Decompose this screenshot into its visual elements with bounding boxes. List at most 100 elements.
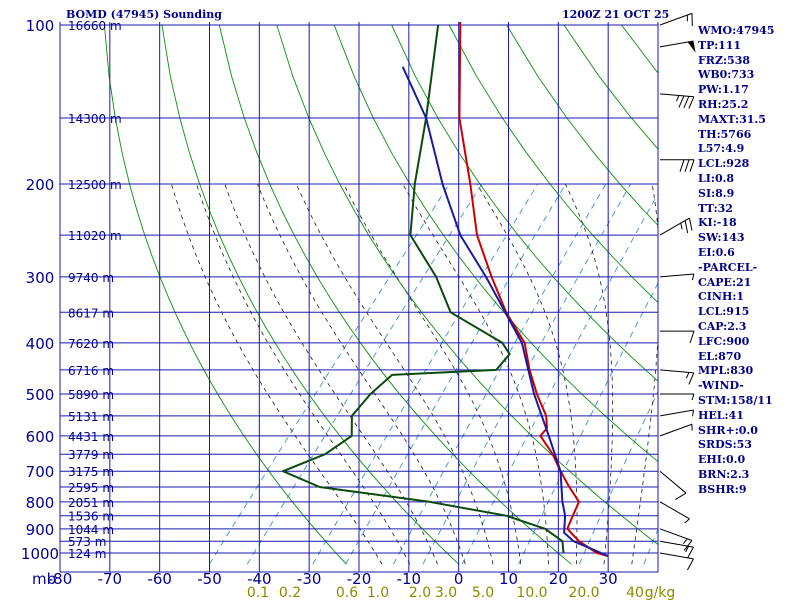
height-label: 124 m bbox=[68, 547, 106, 561]
x-tick-label: 30 bbox=[599, 570, 618, 588]
wind-barb bbox=[659, 540, 694, 559]
height-label: 2051 m bbox=[68, 496, 114, 510]
info-line: KI:-18 bbox=[698, 216, 737, 230]
info-line: LI:0.8 bbox=[698, 171, 735, 185]
height-label: 3779 m bbox=[68, 448, 114, 462]
moist-adiabat bbox=[476, 183, 578, 565]
wind-barb bbox=[660, 330, 695, 344]
x-tick-label: 20 bbox=[549, 570, 568, 588]
info-line: TT:32 bbox=[698, 201, 733, 215]
pressure-label: 400 bbox=[26, 335, 55, 353]
info-line: TH:5766 bbox=[698, 127, 752, 141]
mixing-ratio-line bbox=[518, 282, 658, 565]
info-line: WB0:733 bbox=[698, 68, 755, 82]
mixing-ratio-line bbox=[422, 183, 632, 565]
height-label: 12500 m bbox=[68, 178, 122, 192]
wind-barb bbox=[659, 273, 695, 281]
pressure-label: 800 bbox=[26, 494, 55, 512]
moist-adiabat bbox=[631, 183, 658, 565]
mixing-ratio-label: 10.0 bbox=[516, 585, 547, 600]
mixing-ratio-label: g/kg bbox=[645, 585, 676, 600]
dry-adiabat bbox=[391, 24, 658, 382]
pressure-label: 600 bbox=[26, 428, 55, 446]
pressure-label: 100 bbox=[26, 17, 55, 35]
moist-adiabat bbox=[257, 183, 466, 565]
series-parcel bbox=[401, 66, 609, 557]
wind-barb bbox=[659, 217, 693, 236]
moist-adiabat bbox=[343, 183, 522, 565]
mixing-ratio-label: 3.0 bbox=[435, 585, 457, 600]
mixing-ratio-line bbox=[393, 183, 607, 565]
info-line: -PARCEL- bbox=[698, 260, 758, 274]
info-line: LCL:928 bbox=[698, 157, 750, 171]
x-tick-label: -80 bbox=[48, 570, 73, 588]
dry-adiabat bbox=[161, 24, 460, 565]
height-label: 6716 m bbox=[68, 364, 114, 378]
info-line: PW:1.17 bbox=[698, 83, 749, 97]
height-label: 3175 m bbox=[68, 465, 114, 479]
info-line: BRN:2.3 bbox=[698, 467, 750, 481]
info-line: BSHR:9 bbox=[698, 482, 747, 496]
wind-barb bbox=[660, 393, 695, 401]
mixing-ratio-line bbox=[345, 183, 567, 565]
info-line: HEL:41 bbox=[698, 408, 744, 422]
wind-barb bbox=[659, 528, 693, 551]
info-line: EHI:0.0 bbox=[698, 453, 746, 467]
wind-barb bbox=[659, 409, 694, 417]
x-tick-label: -20 bbox=[347, 570, 372, 588]
y-axis-unit: mb bbox=[32, 570, 56, 588]
info-line: SW:143 bbox=[698, 231, 745, 245]
mixing-ratio-line bbox=[643, 528, 658, 565]
wind-barb bbox=[659, 501, 690, 524]
mixing-ratio-label: 20.0 bbox=[568, 585, 599, 600]
mixing-ratio-label: 40 bbox=[626, 585, 644, 600]
height-label: 14300 m bbox=[68, 112, 122, 126]
moist-adiabat bbox=[224, 183, 438, 565]
moist-adiabat bbox=[564, 183, 614, 565]
wind-barb bbox=[659, 423, 693, 437]
height-label: 2595 m bbox=[68, 481, 114, 495]
info-line: MAXT:31.5 bbox=[698, 112, 766, 126]
height-label: 5890 m bbox=[68, 388, 114, 402]
info-line: -WIND- bbox=[698, 379, 744, 393]
mixing-ratio-label: 0.1 bbox=[247, 585, 269, 600]
info-line: WMO:47945 bbox=[698, 24, 775, 37]
info-line: RH:25.2 bbox=[698, 97, 749, 111]
height-label: 16660 m bbox=[68, 19, 122, 33]
dry-adiabat bbox=[333, 24, 658, 463]
info-line: FRZ:538 bbox=[698, 53, 751, 67]
pressure-label: 900 bbox=[26, 521, 55, 539]
x-tick-label: -60 bbox=[147, 570, 172, 588]
moist-adiabat bbox=[295, 183, 494, 565]
height-label: 1044 m bbox=[68, 523, 114, 537]
height-label: 9740 m bbox=[68, 271, 114, 285]
height-label: 11020 m bbox=[68, 229, 122, 243]
mixing-ratio-line bbox=[246, 183, 483, 565]
station-title: BOMD (47945) Sounding bbox=[66, 8, 222, 21]
wind-barb bbox=[660, 159, 695, 172]
mixing-ratio-label: 0.6 bbox=[336, 585, 358, 600]
pressure-label: 200 bbox=[26, 176, 55, 194]
pressure-label: 1000 bbox=[21, 545, 59, 563]
height-label: 1536 m bbox=[68, 510, 114, 524]
wind-barb bbox=[659, 40, 696, 53]
height-label: 8617 m bbox=[68, 306, 114, 320]
info-line: LFC:900 bbox=[698, 334, 750, 348]
x-tick-label: -40 bbox=[247, 570, 272, 588]
height-label: 5131 m bbox=[68, 410, 114, 424]
x-tick-label: -70 bbox=[98, 570, 123, 588]
series-temperature bbox=[458, 22, 609, 557]
mixing-ratio-label: 2.0 bbox=[409, 585, 431, 600]
info-line: LCL:915 bbox=[698, 305, 750, 319]
pressure-label: 300 bbox=[26, 269, 55, 287]
pressure-label: 700 bbox=[26, 463, 55, 481]
stability-indices-panel: WMO:47945 TP:111 FRZ:538 WB0:733 PW:1.17 RH:2… bbox=[698, 24, 798, 498]
mixing-ratio-label: 1.0 bbox=[367, 585, 389, 600]
wind-barb bbox=[659, 470, 687, 501]
moist-adiabat bbox=[196, 183, 411, 565]
info-line: L57:4.9 bbox=[698, 142, 745, 156]
dry-adiabat bbox=[276, 24, 658, 546]
wind-barb bbox=[659, 12, 693, 27]
sounding-time: 1200Z 21 OCT 25 bbox=[562, 8, 670, 21]
info-line: MPL:830 bbox=[698, 364, 754, 378]
